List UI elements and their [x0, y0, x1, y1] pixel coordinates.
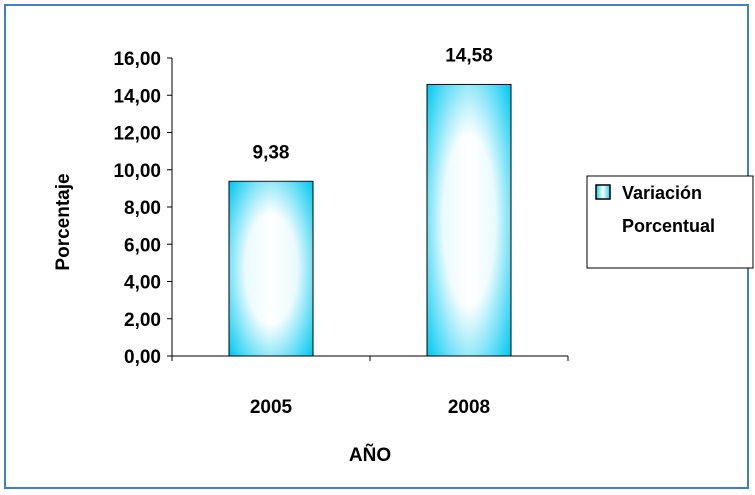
- x-tick-label: 2005: [250, 397, 293, 418]
- data-label: 14,58: [445, 45, 493, 66]
- y-tick-label: 4,00: [124, 273, 161, 294]
- y-tick-label: 16,00: [113, 49, 161, 70]
- bar-2008: [426, 83, 512, 357]
- data-label: 9,38: [253, 142, 290, 163]
- legend-label-line1: Variación: [622, 183, 702, 203]
- legend-label-line2: Porcentual: [622, 216, 715, 236]
- y-tick-label: 8,00: [124, 198, 161, 219]
- x-axis-ticks: 2005 2008: [171, 356, 569, 418]
- bar-highlight: [229, 181, 313, 356]
- y-tick-label: 2,00: [124, 310, 161, 331]
- x-tick-label: 2008: [448, 397, 490, 418]
- y-tick-label: 6,00: [124, 235, 161, 256]
- bars: [228, 83, 512, 357]
- bar-2005: [228, 180, 314, 357]
- legend-swatch: [595, 184, 611, 200]
- bar-highlight: [427, 84, 511, 356]
- y-axis-ticks: 0,00 2,00 4,00 6,00 8,00 10,00 12,00 14,00 16,00: [113, 49, 172, 368]
- legend-box: [586, 175, 754, 269]
- legend: Variación Porcentual: [586, 175, 754, 269]
- y-tick-label: 14,00: [113, 86, 161, 107]
- y-tick-label: 12,00: [113, 124, 161, 145]
- data-labels: 9,38 14,58: [253, 45, 493, 163]
- y-axis-title: Porcentaje: [53, 173, 74, 270]
- y-tick-label: 0,00: [124, 347, 161, 368]
- y-tick-label: 10,00: [113, 161, 161, 182]
- x-axis-title: AÑO: [349, 444, 391, 466]
